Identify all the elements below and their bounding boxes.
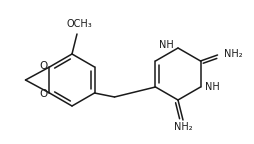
Text: NH: NH	[204, 82, 219, 92]
Text: O: O	[39, 61, 47, 71]
Text: NH₂: NH₂	[224, 49, 242, 59]
Text: NH: NH	[159, 40, 174, 50]
Text: NH₂: NH₂	[174, 122, 192, 132]
Text: O: O	[39, 89, 47, 99]
Text: OCH₃: OCH₃	[66, 19, 92, 29]
